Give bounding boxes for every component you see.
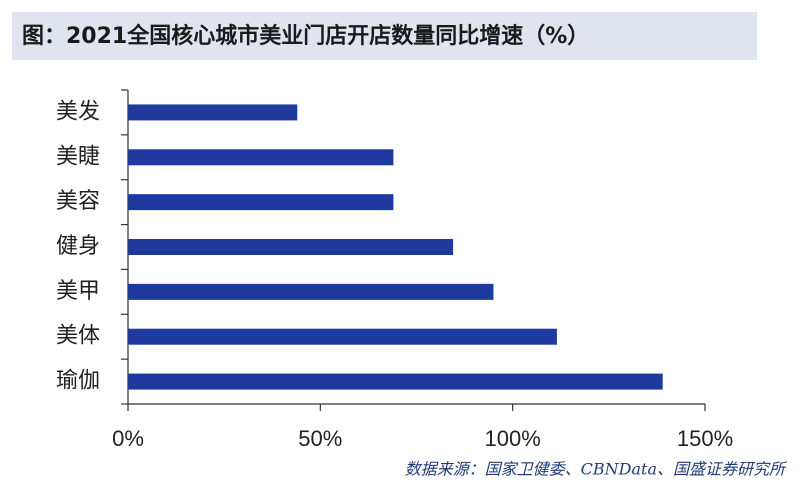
x-tick-label: 100% xyxy=(485,426,541,451)
y-tick-label: 美发 xyxy=(56,99,100,124)
x-tick-label: 50% xyxy=(298,426,342,451)
chart-title: 图：2021全国核心城市美业门店开店数量同比增速（%） xyxy=(22,23,589,49)
bar xyxy=(128,194,394,211)
source-note: 数据来源：国家卫健委、CBNData、国盛证券研究所 xyxy=(405,460,788,479)
y-tick-label: 美容 xyxy=(56,189,100,214)
y-tick-label: 美体 xyxy=(56,324,100,349)
x-tick-label: 0% xyxy=(112,426,144,451)
title-band xyxy=(12,12,757,60)
bar xyxy=(128,104,298,121)
y-tick-label: 健身 xyxy=(56,234,100,259)
x-tick-label: 150% xyxy=(677,426,733,451)
bar xyxy=(128,239,454,255)
bar xyxy=(128,373,663,390)
y-tick-label: 瑜伽 xyxy=(56,369,100,394)
bar xyxy=(128,283,494,300)
y-tick-label: 美睫 xyxy=(56,144,100,169)
bar xyxy=(128,328,557,345)
y-tick-label: 美甲 xyxy=(56,279,100,304)
bar xyxy=(128,149,394,166)
